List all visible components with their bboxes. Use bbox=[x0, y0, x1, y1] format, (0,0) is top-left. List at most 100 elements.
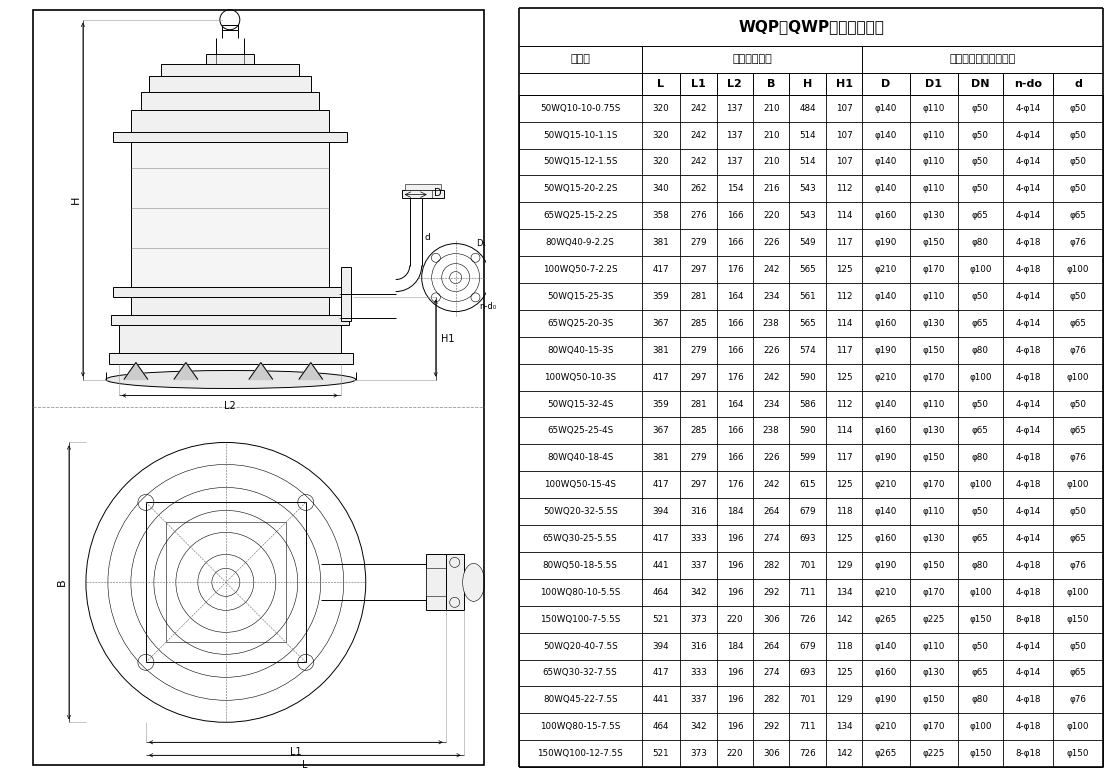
Text: φ210: φ210 bbox=[874, 587, 898, 597]
Text: φ150: φ150 bbox=[969, 749, 992, 758]
Text: 367: 367 bbox=[652, 319, 669, 328]
Text: 226: 226 bbox=[763, 238, 780, 247]
Text: 118: 118 bbox=[835, 507, 852, 516]
Text: φ140: φ140 bbox=[874, 157, 898, 167]
Text: 297: 297 bbox=[690, 480, 707, 489]
Text: n-do: n-do bbox=[1014, 78, 1042, 88]
Text: φ50: φ50 bbox=[972, 130, 989, 140]
Text: φ140: φ140 bbox=[874, 642, 898, 650]
Text: φ100: φ100 bbox=[1067, 373, 1090, 381]
Text: H1: H1 bbox=[441, 333, 454, 343]
Text: D₁: D₁ bbox=[476, 239, 486, 247]
Text: 4-φ14: 4-φ14 bbox=[1015, 534, 1041, 543]
Text: 50WQ20-32-5.5S: 50WQ20-32-5.5S bbox=[543, 507, 618, 516]
Bar bbox=[446, 554, 463, 611]
Text: 238: 238 bbox=[763, 319, 780, 328]
Text: 381: 381 bbox=[652, 346, 669, 355]
Text: 196: 196 bbox=[727, 722, 743, 732]
Text: 417: 417 bbox=[652, 265, 669, 274]
Text: 137: 137 bbox=[727, 104, 743, 112]
Bar bbox=[206, 53, 253, 64]
Polygon shape bbox=[173, 363, 198, 380]
Text: φ100: φ100 bbox=[969, 722, 992, 732]
Text: 134: 134 bbox=[835, 587, 852, 597]
Text: 164: 164 bbox=[727, 400, 743, 408]
Text: 4-φ14: 4-φ14 bbox=[1015, 212, 1041, 220]
Text: 50WQ10-10-0.75S: 50WQ10-10-0.75S bbox=[540, 104, 620, 112]
Bar bbox=[166, 522, 286, 642]
Text: 238: 238 bbox=[763, 426, 780, 436]
Text: 4-φ18: 4-φ18 bbox=[1015, 453, 1041, 463]
Text: WQP（QWP）安装尺寸表: WQP（QWP）安装尺寸表 bbox=[738, 19, 884, 35]
Text: 外形安装尺寸: 外形安装尺寸 bbox=[732, 54, 772, 64]
Text: φ150: φ150 bbox=[1067, 749, 1090, 758]
Text: 107: 107 bbox=[835, 130, 852, 140]
Text: 164: 164 bbox=[727, 292, 743, 301]
Text: φ225: φ225 bbox=[922, 615, 945, 624]
Text: 112: 112 bbox=[835, 184, 852, 194]
Text: 117: 117 bbox=[835, 238, 852, 247]
Text: φ170: φ170 bbox=[922, 265, 945, 274]
Text: 166: 166 bbox=[727, 238, 743, 247]
Text: 484: 484 bbox=[799, 104, 815, 112]
Text: 125: 125 bbox=[835, 480, 852, 489]
Polygon shape bbox=[299, 363, 323, 380]
Text: 4-φ14: 4-φ14 bbox=[1015, 157, 1041, 167]
Text: φ130: φ130 bbox=[922, 319, 945, 328]
Text: φ160: φ160 bbox=[874, 212, 898, 220]
Text: 358: 358 bbox=[652, 212, 670, 220]
Text: 417: 417 bbox=[652, 669, 669, 677]
Text: φ50: φ50 bbox=[972, 104, 989, 112]
Text: 125: 125 bbox=[835, 265, 852, 274]
Text: 4-φ18: 4-φ18 bbox=[1015, 722, 1041, 732]
Text: φ160: φ160 bbox=[874, 426, 898, 436]
Text: 176: 176 bbox=[727, 265, 743, 274]
Text: 4-φ14: 4-φ14 bbox=[1015, 669, 1041, 677]
Text: φ76: φ76 bbox=[1070, 561, 1087, 570]
Text: 50WQ20-40-7.5S: 50WQ20-40-7.5S bbox=[543, 642, 618, 650]
Text: φ50: φ50 bbox=[1070, 130, 1087, 140]
Text: 242: 242 bbox=[763, 265, 780, 274]
Text: DN: DN bbox=[971, 78, 990, 88]
Text: φ50: φ50 bbox=[972, 507, 989, 516]
Text: φ100: φ100 bbox=[969, 265, 992, 274]
Text: φ140: φ140 bbox=[874, 507, 898, 516]
Text: 316: 316 bbox=[690, 642, 707, 650]
Text: 117: 117 bbox=[835, 346, 852, 355]
Text: D1: D1 bbox=[925, 78, 942, 88]
Bar bbox=[113, 132, 347, 142]
Bar bbox=[404, 184, 441, 190]
Text: 464: 464 bbox=[652, 722, 669, 732]
Text: 320: 320 bbox=[652, 130, 669, 140]
Text: φ50: φ50 bbox=[1070, 642, 1087, 650]
Text: 114: 114 bbox=[835, 426, 852, 436]
Text: φ65: φ65 bbox=[1070, 669, 1087, 677]
Text: 166: 166 bbox=[727, 453, 743, 463]
Text: 565: 565 bbox=[799, 319, 815, 328]
Text: 417: 417 bbox=[652, 534, 669, 543]
Text: φ110: φ110 bbox=[922, 400, 945, 408]
Text: 4-φ18: 4-φ18 bbox=[1015, 373, 1041, 381]
Text: φ265: φ265 bbox=[874, 615, 898, 624]
Text: φ130: φ130 bbox=[922, 212, 945, 220]
Text: 4-φ14: 4-φ14 bbox=[1015, 426, 1041, 436]
Text: 234: 234 bbox=[763, 292, 780, 301]
Text: 50WQ15-25-3S: 50WQ15-25-3S bbox=[547, 292, 613, 301]
Text: 337: 337 bbox=[690, 695, 707, 704]
Text: 80WQ40-18-4S: 80WQ40-18-4S bbox=[547, 453, 613, 463]
Text: 129: 129 bbox=[835, 695, 852, 704]
Text: 306: 306 bbox=[763, 749, 780, 758]
Text: 100WQ50-15-4S: 100WQ50-15-4S bbox=[544, 480, 617, 489]
Text: φ100: φ100 bbox=[969, 373, 992, 381]
Text: 196: 196 bbox=[727, 534, 743, 543]
Text: D: D bbox=[433, 188, 441, 198]
Text: 282: 282 bbox=[763, 561, 780, 570]
Text: 226: 226 bbox=[763, 453, 780, 463]
Text: 4-φ18: 4-φ18 bbox=[1015, 561, 1041, 570]
Text: 342: 342 bbox=[690, 587, 707, 597]
Text: 80WQ45-22-7.5S: 80WQ45-22-7.5S bbox=[543, 695, 618, 704]
Text: φ160: φ160 bbox=[874, 669, 898, 677]
Text: 142: 142 bbox=[835, 615, 852, 624]
Text: φ100: φ100 bbox=[1067, 265, 1090, 274]
Text: 65WQ25-15-2.2S: 65WQ25-15-2.2S bbox=[543, 212, 618, 220]
